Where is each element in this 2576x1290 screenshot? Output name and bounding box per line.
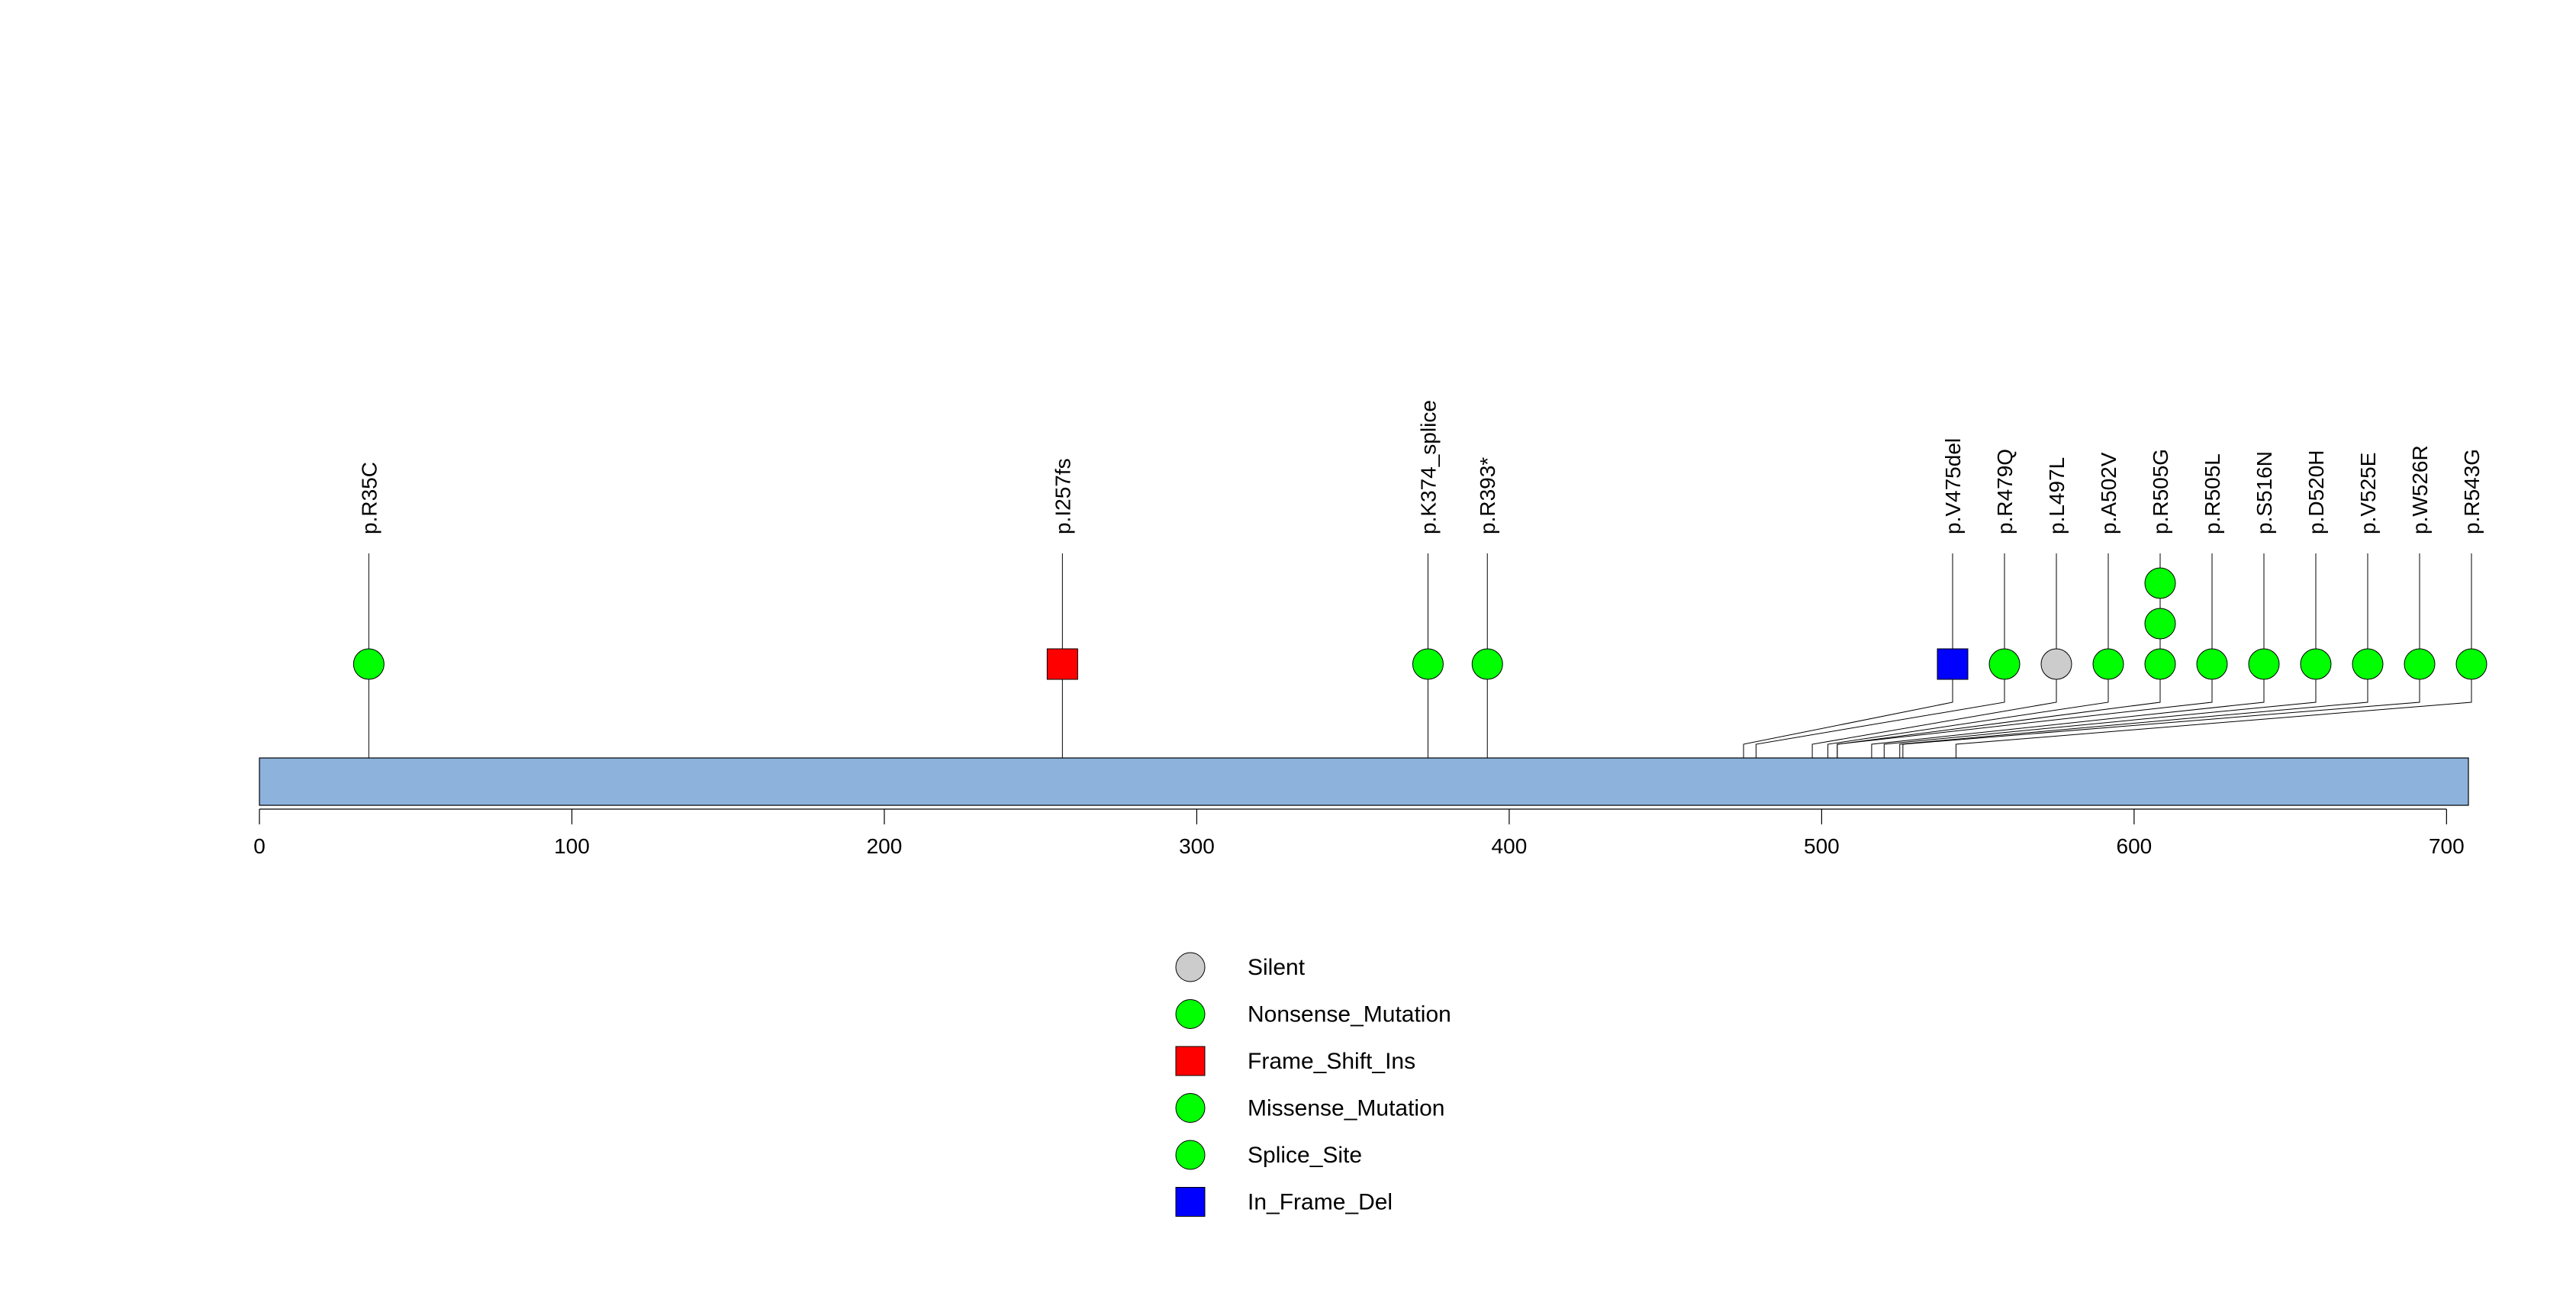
mutation-marker <box>1937 648 1969 680</box>
mutation-label: p.W526R <box>2408 445 2432 534</box>
x-tick-label: 600 <box>2117 834 2153 858</box>
mutation-label: p.R505G <box>2149 449 2172 534</box>
legend-swatch <box>1175 1046 1206 1076</box>
x-tick-label: 0 <box>253 834 266 858</box>
legend-swatch <box>1175 1187 1206 1217</box>
legend-swatch <box>1175 952 1206 982</box>
x-tick-label: 100 <box>554 834 590 858</box>
mutation-label: p.R35C <box>357 462 381 534</box>
mutation-marker <box>2455 648 2487 680</box>
mutation-label: p.S516N <box>2252 451 2276 534</box>
mutation-marker <box>1988 648 2021 680</box>
legend-label: Missense_Mutation <box>1248 1096 1444 1121</box>
x-tick-label: 300 <box>1179 834 1215 858</box>
legend-swatch <box>1175 1093 1206 1123</box>
mutation-marker <box>1412 648 1444 680</box>
mutation-label: p.K374_splice <box>1416 400 1440 534</box>
mutation-marker <box>1046 648 1078 680</box>
mutation-label: p.R505L <box>2201 453 2224 534</box>
legend-swatch <box>1175 1140 1206 1170</box>
mutation-markers <box>353 567 2487 680</box>
mutation-label: p.R393* <box>1476 457 1499 534</box>
mutation-marker <box>2300 648 2332 680</box>
protein-bar <box>259 757 2469 806</box>
mutation-label: p.V475del <box>1941 438 1965 534</box>
mutation-labels: p.R35C p.I257fs p.K374_splice p.R393* p.V475… <box>357 400 2484 534</box>
mutation-marker <box>2040 648 2072 680</box>
mutation-marker <box>2144 648 2176 680</box>
x-tick-label: 200 <box>867 834 903 858</box>
mutation-stems <box>368 553 2472 664</box>
x-tick-label: 400 <box>1492 834 1528 858</box>
mutation-label: p.L497L <box>2045 457 2069 534</box>
mutation-marker <box>2248 648 2280 680</box>
legend-swatch <box>1175 999 1206 1029</box>
x-tick-label: 500 <box>1804 834 1840 858</box>
mutation-marker <box>2144 567 2176 599</box>
mutation-label: p.R543G <box>2460 449 2484 534</box>
x-axis: 0 100 200 300 400 500 600 700 <box>253 808 2465 858</box>
mutation-marker <box>2352 648 2384 680</box>
mutation-marker <box>1471 648 1503 680</box>
legend-label: Nonsense_Mutation <box>1248 1002 1451 1027</box>
legend: Silent Nonsense_Mutation Frame_Shift_Ins Mi… <box>1175 952 1451 1217</box>
x-tick-label: 700 <box>2429 834 2465 858</box>
mutation-marker <box>2092 648 2124 680</box>
legend-label: In_Frame_Del <box>1248 1190 1393 1215</box>
mutation-label: p.A502V <box>2097 452 2120 534</box>
mutation-marker <box>2404 648 2436 680</box>
legend-label: Silent <box>1248 955 1306 980</box>
mutation-label: p.R479Q <box>1993 449 2017 534</box>
mutation-label: p.I257fs <box>1051 458 1074 534</box>
mutation-marker <box>2144 608 2176 640</box>
legend-label: Splice_Site <box>1248 1143 1362 1168</box>
mutation-label: p.D520H <box>2304 450 2328 534</box>
mutation-label: p.V525E <box>2356 453 2380 534</box>
mutation-marker <box>353 648 385 680</box>
mutation-marker <box>2196 648 2228 680</box>
legend-label: Frame_Shift_Ins <box>1248 1049 1415 1074</box>
